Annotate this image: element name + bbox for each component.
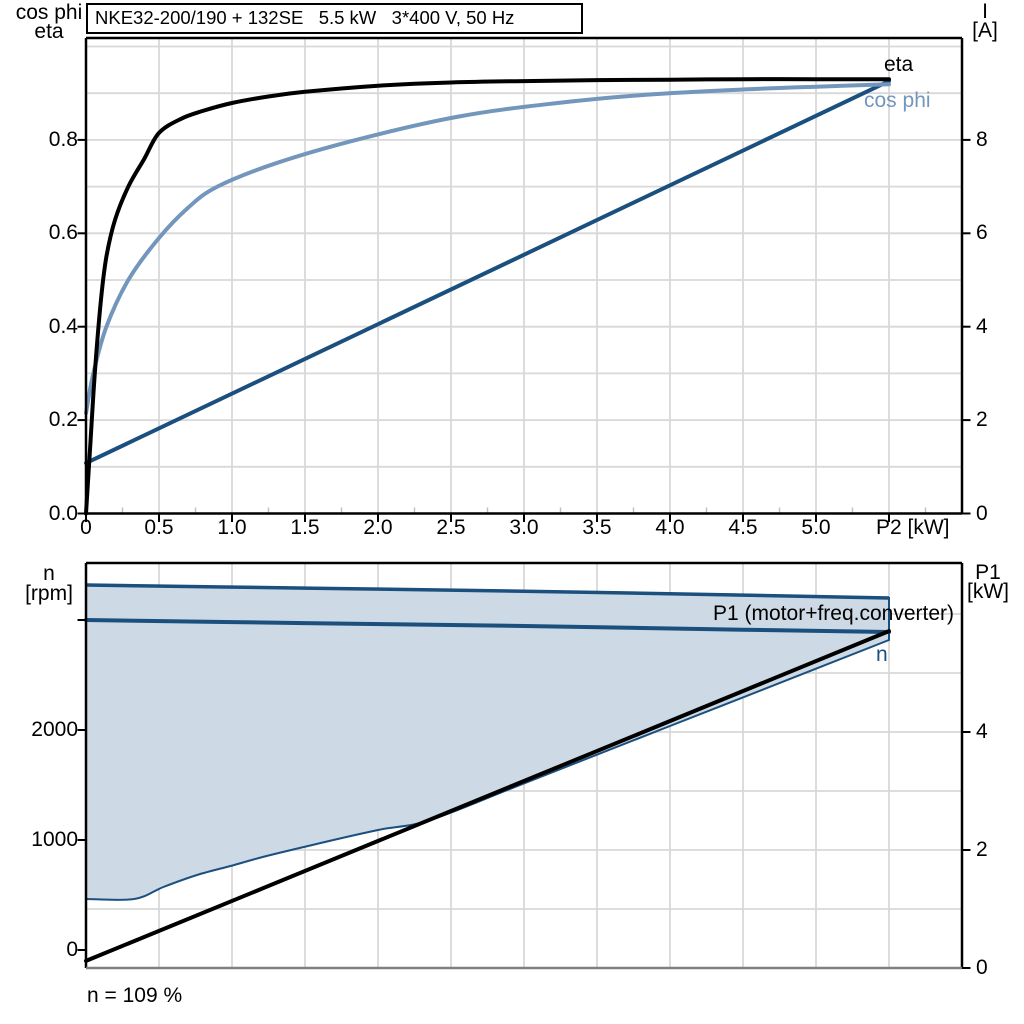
bottom-left-tick-label: 1000 — [31, 828, 78, 851]
top-x-tick-label: 0.5 — [144, 516, 174, 539]
top-x-tick-label: 4.0 — [655, 516, 685, 539]
current-curve — [84, 79, 891, 466]
top-x-tick-label: 1.5 — [290, 516, 320, 539]
chart-title: NKE32-200/190 + 132SE 5.5 kW 3*400 V, 50… — [95, 7, 515, 28]
speed-setting-annotation: n = 109 % — [87, 984, 183, 1007]
top-right-axis-title-unit-a: [A] — [972, 19, 998, 42]
top-right-tick-label: 2 — [976, 408, 988, 432]
top-x-tick-label: 1.0 — [217, 516, 247, 539]
bottom-right-tick-label: 0 — [976, 956, 988, 979]
top-left-axis-title-eta: eta — [34, 20, 64, 43]
bottom-left-axis-title-n: n — [43, 562, 55, 585]
top-left-tick-label: 0.6 — [48, 221, 78, 245]
top-right-tick-label: 8 — [976, 127, 988, 151]
p1-curve — [84, 629, 891, 963]
top-x-tick-label: 3.0 — [509, 516, 539, 539]
speed-curve — [84, 618, 891, 634]
top-right-axis-title-i: I — [982, 0, 988, 23]
cos-phi-curve-label: cos phi — [864, 89, 931, 112]
top-right-tick-label: 0 — [976, 501, 988, 525]
chart-title-box: NKE32-200/190 + 132SE 5.5 kW 3*400 V, 50… — [86, 3, 583, 34]
top-left-tick-label: 0.8 — [48, 127, 78, 151]
top-x-tick-label: 2.0 — [363, 516, 393, 539]
bottom-left-tick-label: 0 — [66, 938, 78, 961]
bottom-right-tick-label: 4 — [976, 720, 988, 743]
eta-curve-label: eta — [884, 53, 914, 76]
top-x-tick-label: 5.0 — [801, 516, 831, 539]
top-left-tick-label: 0.2 — [48, 408, 78, 432]
eta-curve — [84, 77, 891, 516]
top-x-tick-label: 0 — [80, 516, 92, 539]
bottom-right-axis-title-unit-kw: [kW] — [967, 580, 1009, 603]
n-curve-label: n — [876, 643, 888, 666]
top-left-tick-label: 0.0 — [48, 501, 78, 525]
top-left-tick-label: 0.4 — [48, 314, 78, 338]
top-left-axis-title-cos-phi: cos phi — [15, 1, 83, 24]
top-x-tick-label: 3.5 — [582, 516, 612, 539]
top-x-tick-label: 2.5 — [436, 516, 466, 539]
x-axis-title-p2: P2 [kW] — [876, 516, 950, 539]
bottom-right-tick-label: 2 — [976, 838, 988, 861]
cos-phi-curve — [84, 82, 891, 416]
top-right-tick-label: 6 — [976, 221, 988, 245]
top-x-tick-label: 4.5 — [728, 516, 758, 539]
top-right-tick-label: 4 — [976, 314, 988, 338]
operating-range-top-edge — [85, 583, 890, 600]
bottom-left-tick-label: 2000 — [31, 718, 78, 741]
bottom-left-axis-title-unit-rpm: [rpm] — [25, 582, 73, 605]
bottom-right-axis-title-p1: P1 — [975, 561, 1001, 584]
p1-curve-label: P1 (motor+freq.converter) — [713, 602, 955, 625]
operating-range-area — [86, 585, 889, 900]
